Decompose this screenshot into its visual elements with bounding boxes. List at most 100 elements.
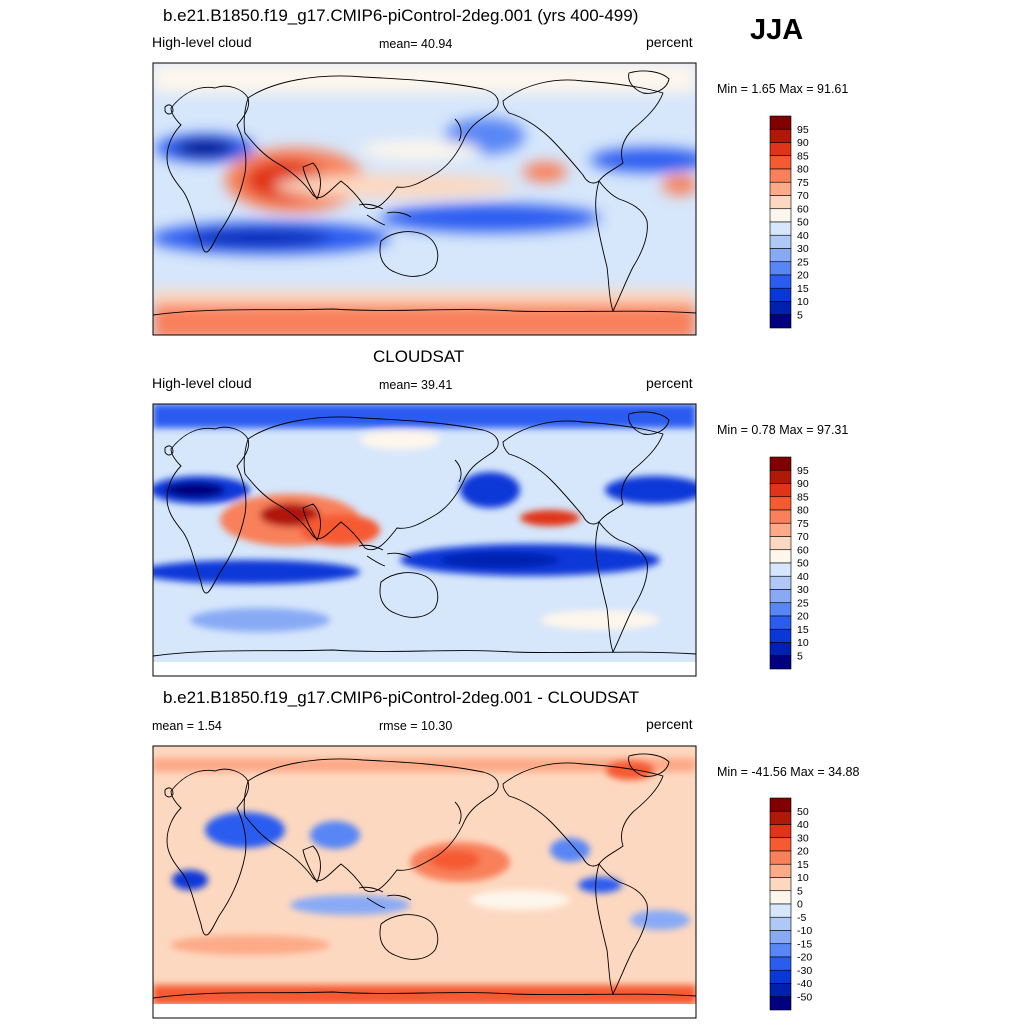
colorbar-3-tick-label: 10: [797, 872, 809, 884]
colorbar-1-box: [769, 168, 792, 183]
colorbar-3-box: [769, 850, 792, 865]
colorbar-1-tick-label: 30: [797, 243, 809, 255]
colorbar-3-tick-label: 40: [797, 819, 809, 831]
colorbar-1-box: [769, 181, 792, 196]
panel-2-minmax-label: Min = 0.78 Max = 97.31: [717, 423, 849, 437]
colorbar-3-box: [769, 930, 792, 945]
colorbar-3-box: [769, 837, 792, 852]
colorbar-3-tick-label: -5: [797, 912, 806, 924]
colorbar-2-tick-label: 10: [797, 637, 809, 649]
colorbar-3-tick-label: 5: [797, 885, 803, 897]
colorbar-2-box: [769, 655, 792, 670]
colorbar-2-box: [769, 602, 792, 617]
colorbar-2-box: [769, 642, 792, 657]
colorbar-1-box: [769, 248, 792, 263]
colorbar-1-tick-label: 25: [797, 256, 809, 268]
colorbar-2-tick-label: 40: [797, 571, 809, 583]
colorbar-3-box: [769, 903, 792, 918]
panel-1-title: b.e21.B1850.f19_g17.CMIP6-piControl-2deg…: [163, 6, 639, 25]
colorbar-3-tick-label: -50: [797, 991, 812, 1003]
colorbar-3-tick-label: -20: [797, 952, 812, 964]
colorbar-1-tick-label: 5: [797, 309, 803, 321]
colorbar-1-box: [769, 128, 792, 143]
colorbar-1-box: [769, 208, 792, 223]
colorbar-2-tick-label: 15: [797, 624, 809, 636]
season-label: JJA: [750, 14, 804, 46]
colorbar-2-box: [769, 469, 792, 484]
colorbar-2-box: [769, 509, 792, 524]
colorbar-3-tick-label: -40: [797, 978, 812, 990]
colorbar-1-box: [769, 155, 792, 170]
colorbar-1-tick-label: 15: [797, 283, 809, 295]
colorbar-2-box: [769, 483, 792, 498]
colorbar-2-box: [769, 536, 792, 551]
colorbar-1-tick-label: 80: [797, 164, 809, 176]
panel-3-rmse-label: rmse = 10.30: [379, 719, 453, 733]
colorbar-3-tick-label: 50: [797, 806, 809, 818]
colorbar-2-tick-label: 95: [797, 465, 809, 477]
colorbar-2-box: [769, 456, 792, 471]
colorbar-3-tick-label: -15: [797, 938, 812, 950]
panel-3-map: [152, 745, 697, 1019]
colorbar-2-box: [769, 549, 792, 564]
colorbar-3-tick-label: -30: [797, 965, 812, 977]
colorbar-2-box: [769, 589, 792, 604]
colorbar-3-box: [769, 877, 792, 892]
colorbar-2-tick-label: 90: [797, 478, 809, 490]
colorbar-2-box: [769, 562, 792, 577]
colorbar-2-box: [769, 575, 792, 590]
colorbar-2-tick-label: 80: [797, 505, 809, 517]
colorbar-3-box: [769, 810, 792, 825]
colorbar-1-box: [769, 221, 792, 236]
panel-3-units-label: percent: [646, 716, 693, 732]
colorbar-2-box: [769, 496, 792, 511]
panel-2-variable-label: High-level cloud: [152, 375, 252, 391]
colorbar-1-tick-label: 95: [797, 124, 809, 136]
colorbar-3-box: [769, 890, 792, 905]
colorbar-3-box: [769, 797, 792, 812]
colorbar-1-box: [769, 274, 792, 289]
colorbar-3-tick-label: 15: [797, 859, 809, 871]
colorbar-3-box: [769, 983, 792, 998]
colorbar-3-box: [769, 943, 792, 958]
panel-1-units-label: percent: [646, 34, 693, 50]
colorbar-1-tick-label: 85: [797, 150, 809, 162]
colorbar-2-tick-label: 50: [797, 558, 809, 570]
colorbar-3-box: [769, 824, 792, 839]
panel-3-minmax-label: Min = -41.56 Max = 34.88: [717, 765, 860, 779]
colorbar-3-tick-label: 0: [797, 899, 803, 911]
colorbar-2-box: [769, 522, 792, 537]
colorbar-2-tick-label: 25: [797, 597, 809, 609]
panel-1-variable-label: High-level cloud: [152, 34, 252, 50]
panel-1-mean-label: mean= 40.94: [379, 37, 453, 51]
colorbar-2-tick-label: 20: [797, 611, 809, 623]
panel-3-title: b.e21.B1850.f19_g17.CMIP6-piControl-2deg…: [163, 688, 639, 707]
panel-1-minmax-label: Min = 1.65 Max = 91.61: [717, 82, 849, 96]
colorbar-3-tick-label: 20: [797, 846, 809, 858]
colorbar-2-tick-label: 70: [797, 531, 809, 543]
colorbar-1-box: [769, 195, 792, 210]
colorbar-1-tick-label: 70: [797, 190, 809, 202]
colorbar-2-tick-label: 85: [797, 491, 809, 503]
colorbar-2-box: [769, 615, 792, 630]
colorbar-3-box: [769, 969, 792, 984]
panel-2-units-label: percent: [646, 375, 693, 391]
colorbar-1-box: [769, 234, 792, 249]
colorbar-3-box: [769, 863, 792, 878]
colorbar-3-box: [769, 956, 792, 971]
colorbar-1-box: [769, 115, 792, 130]
colorbar-3-tick-label: 30: [797, 832, 809, 844]
colorbar-1-tick-label: 90: [797, 137, 809, 149]
panel-3-mean-label: mean = 1.54: [152, 719, 222, 733]
colorbar-1-box: [769, 314, 792, 329]
colorbar-3-box: [769, 996, 792, 1011]
panel-1-map: [152, 62, 697, 336]
colorbar-2-tick-label: 75: [797, 518, 809, 530]
colorbar-1-tick-label: 10: [797, 296, 809, 308]
panel-2-map: [152, 403, 697, 677]
colorbar-3-tick-label: -10: [797, 925, 812, 937]
colorbar-2-tick-label: 30: [797, 584, 809, 596]
colorbar-1-tick-label: 50: [797, 217, 809, 229]
